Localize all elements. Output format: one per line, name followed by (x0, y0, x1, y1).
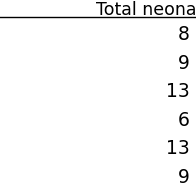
Text: 8: 8 (178, 25, 190, 44)
Text: 13: 13 (166, 139, 190, 158)
Text: 9: 9 (178, 168, 190, 187)
Text: 6: 6 (178, 111, 190, 130)
Text: Total neona: Total neona (95, 1, 196, 19)
Text: 9: 9 (178, 54, 190, 73)
Text: 13: 13 (166, 82, 190, 101)
